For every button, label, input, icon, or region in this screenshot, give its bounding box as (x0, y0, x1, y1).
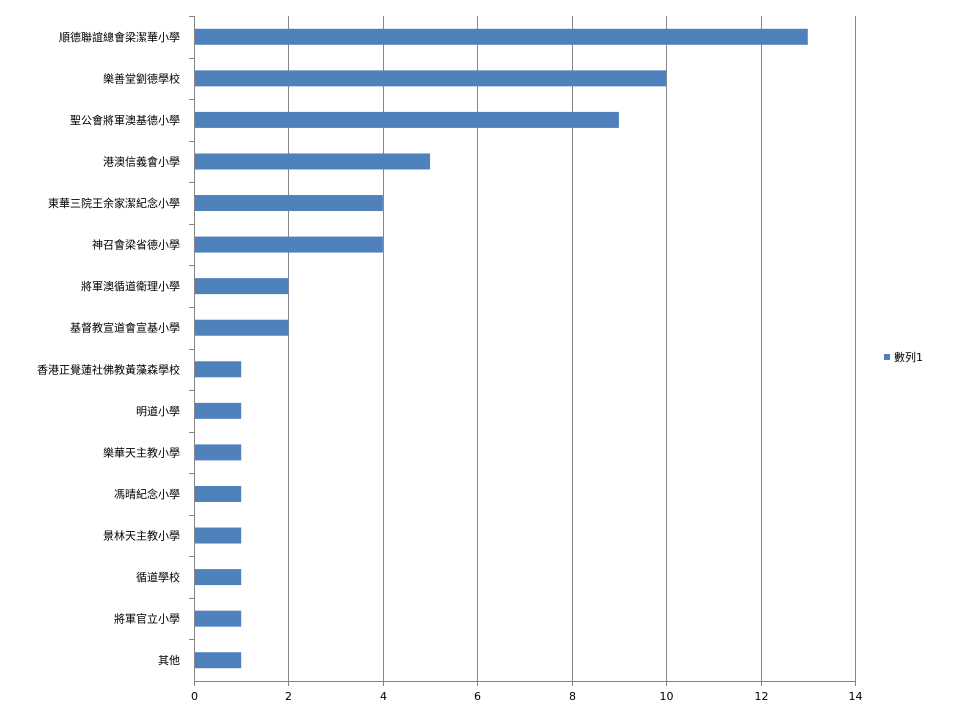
y-category-label: 港澳信義會小學 (103, 154, 180, 168)
bar (195, 527, 242, 544)
bar (195, 319, 289, 336)
bar (195, 485, 242, 502)
x-tick-label: 0 (191, 690, 198, 703)
y-category-label: 樂華天主教小學 (103, 445, 180, 459)
y-category-label: 將軍澳循道衛理小學 (81, 279, 180, 293)
y-category-label: 順德聯誼總會梁潔華小學 (59, 30, 180, 44)
y-category-label: 聖公會將軍澳基德小學 (70, 113, 180, 127)
legend-swatch (884, 354, 890, 360)
y-category-label: 將軍官立小學 (114, 612, 180, 626)
x-tick-label: 14 (849, 690, 863, 703)
x-tick-label: 8 (569, 690, 576, 703)
bar (195, 569, 242, 586)
y-category-label: 神召會梁省德小學 (92, 238, 180, 252)
bar (195, 652, 242, 669)
bar (195, 361, 242, 378)
y-category-label: 樂善堂劉德學校 (103, 71, 180, 85)
bar (195, 111, 619, 128)
y-category-label: 明道小學 (136, 404, 180, 418)
bar (195, 236, 383, 253)
bar (195, 444, 242, 461)
x-tick-label: 2 (285, 690, 292, 703)
x-tick-label: 12 (755, 690, 769, 703)
y-category-label: 景林天主教小學 (103, 529, 180, 543)
bar (195, 28, 808, 45)
y-category-label: 馮晴紀念小學 (114, 487, 180, 501)
bar (195, 278, 289, 295)
bar (195, 153, 431, 170)
bar (195, 610, 242, 627)
bar (195, 195, 383, 212)
y-category-label: 香港正覺蓮社佛教黃藻森學校 (37, 362, 180, 376)
x-tick-label: 4 (380, 690, 387, 703)
bar (195, 402, 242, 419)
legend-label: 數列1 (894, 350, 923, 364)
x-tick-label: 6 (474, 690, 481, 703)
x-tick-label: 10 (660, 690, 674, 703)
y-category-label: 基督教宣道會宣基小學 (70, 321, 180, 335)
y-category-label: 其他 (158, 654, 180, 667)
y-category-label: 東華三院王余家潔紀念小學 (48, 196, 180, 210)
y-category-label: 循道學校 (136, 570, 180, 584)
bar (195, 70, 667, 87)
